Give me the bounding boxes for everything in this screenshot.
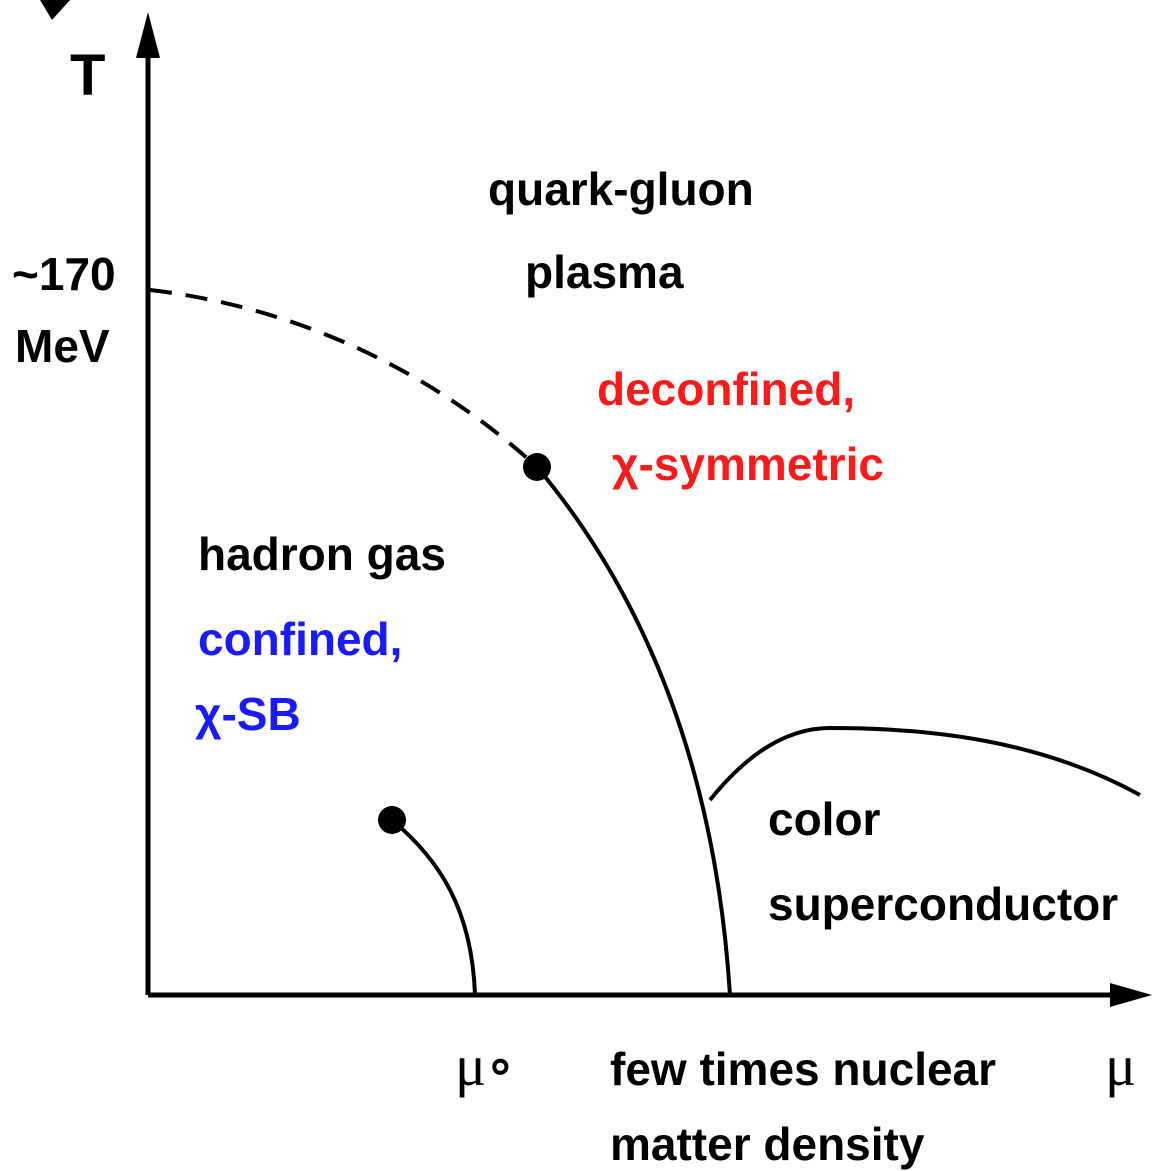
region-label: superconductor	[768, 878, 1118, 930]
region-label: plasma	[525, 246, 684, 298]
region-label: quark-gluon	[488, 163, 754, 215]
crossover-line	[149, 288, 539, 469]
phase-boundary	[535, 465, 732, 996]
region-props: deconfined,	[597, 363, 855, 415]
y-arrow	[136, 12, 160, 58]
x-label: μ	[1105, 1033, 1136, 1098]
critical-point	[523, 453, 551, 481]
region-props: confined,	[198, 613, 402, 665]
x-arrow	[1110, 983, 1152, 1007]
region-label: color	[768, 793, 881, 845]
y-mark: ~170	[12, 248, 116, 300]
region-label: hadron gas	[198, 528, 446, 580]
region-props: χ-SB	[195, 688, 301, 740]
csc-boundary	[708, 725, 1141, 802]
x-mark: few times nuclear	[610, 1043, 996, 1095]
corner-fragment	[40, 0, 70, 20]
y-label: T	[70, 43, 105, 108]
y-mark: MeV	[15, 320, 110, 372]
region-props: χ-symmetric	[612, 438, 884, 490]
x-mark: μ∘	[455, 1033, 515, 1098]
nuclear-liquid-gas-line	[390, 818, 477, 996]
nuclear-critical-point	[378, 806, 406, 834]
x-mark: matter density	[610, 1118, 925, 1170]
